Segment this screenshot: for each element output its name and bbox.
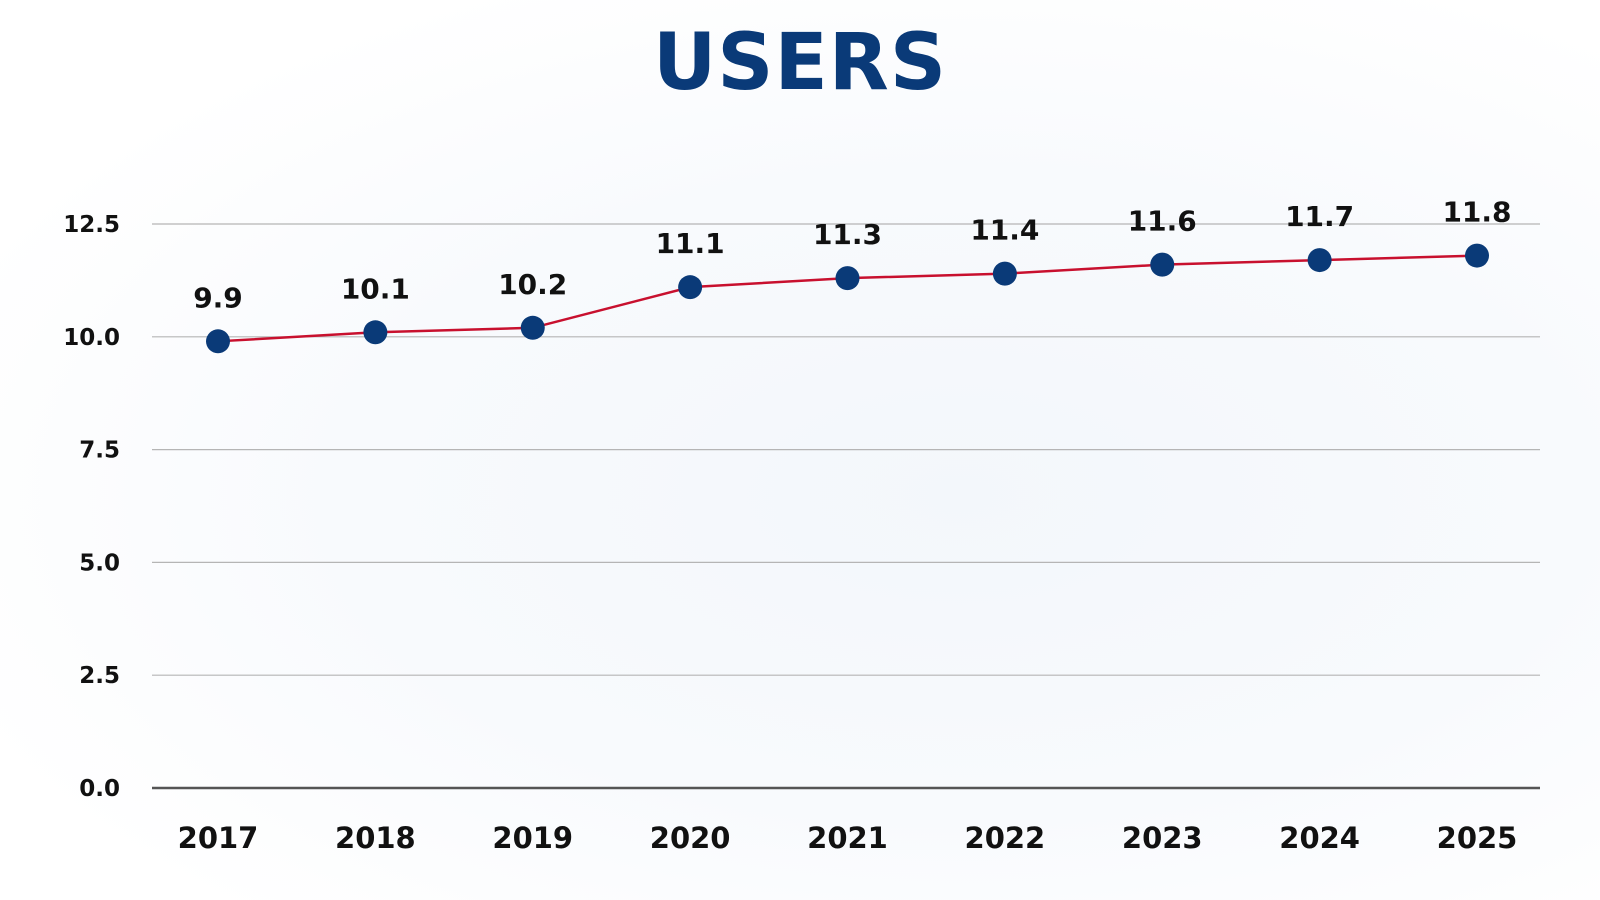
data-point [1150, 252, 1175, 277]
x-tick-label: 2019 [492, 821, 573, 855]
data-point [206, 329, 230, 354]
x-tick-label: 2023 [1122, 821, 1203, 855]
x-tick-label: 2024 [1279, 821, 1360, 855]
y-tick-label: 0.0 [79, 776, 120, 802]
data-labels: 9.9 10.1 10.2 11.1 11.3 11.4 11.6 11.7 11.8 [193, 196, 1511, 315]
data-label: 11.7 [1285, 200, 1354, 233]
x-tick-label: 2022 [965, 821, 1046, 855]
gridlines [152, 223, 1540, 790]
y-tick-label: 12.5 [63, 212, 120, 238]
x-tick-label: 2021 [807, 821, 888, 855]
y-tick-label: 2.5 [79, 663, 120, 689]
data-point [363, 320, 388, 345]
y-tick-label: 7.5 [79, 438, 120, 464]
x-tick-label: 2018 [335, 821, 416, 855]
y-axis-ticks: 0.0 2.5 5.0 7.5 10.0 12.5 [63, 212, 120, 802]
data-label: 11.8 [1442, 196, 1511, 229]
series-users [206, 243, 1489, 354]
data-point [835, 266, 860, 291]
x-tick-label: 2025 [1437, 821, 1518, 855]
data-label: 11.4 [970, 214, 1039, 247]
data-point [678, 275, 703, 300]
y-tick-label: 10.0 [63, 325, 120, 351]
data-label: 11.6 [1128, 205, 1197, 238]
data-label: 11.1 [656, 227, 725, 260]
data-point [1465, 243, 1489, 268]
x-tick-label: 2020 [650, 821, 731, 855]
data-label: 11.3 [813, 218, 882, 251]
x-tick-label: 2017 [178, 821, 259, 855]
chart-title: USERS [652, 18, 948, 108]
data-label: 10.2 [498, 268, 567, 301]
x-axis-ticks: 2017 2018 2019 2020 2021 2022 2023 2024 2025 [178, 821, 1518, 855]
data-point [992, 261, 1017, 286]
data-point [1307, 248, 1332, 273]
y-tick-label: 5.0 [79, 550, 120, 576]
data-label: 9.9 [193, 281, 243, 314]
data-label: 10.1 [341, 272, 410, 305]
data-point [520, 315, 545, 340]
